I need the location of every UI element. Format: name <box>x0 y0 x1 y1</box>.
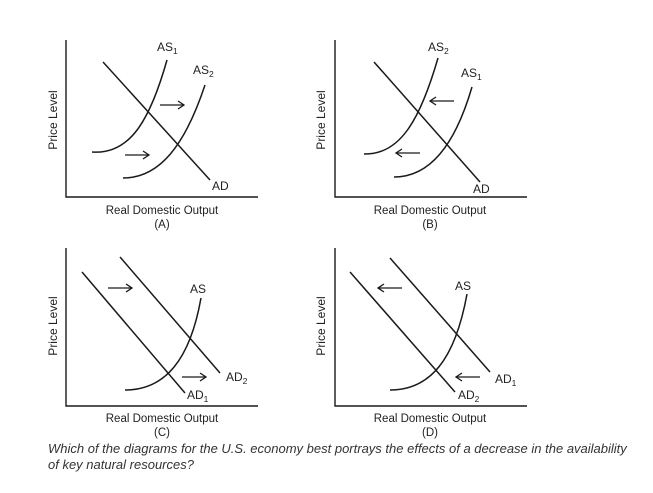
panel-caption: (D) <box>422 427 438 439</box>
right-arrow-icon <box>160 100 186 110</box>
curve-label: AS2 <box>428 40 449 56</box>
as2-curve <box>122 84 206 179</box>
ad-curve <box>102 61 211 181</box>
curve-label: AS1 <box>461 66 482 82</box>
left-arrow-icon <box>394 148 420 158</box>
as1-curve <box>91 59 168 153</box>
y-axis-label: Price Level <box>314 90 328 149</box>
curve-label: AS <box>455 279 471 293</box>
left-arrow-icon <box>428 96 454 106</box>
curve-label: AD2 <box>226 370 248 386</box>
curve-label: AD <box>212 179 229 193</box>
panel-b: Price Level AS2 AS1 AD Real Domestic Out… <box>314 40 527 231</box>
axes <box>334 248 527 407</box>
x-axis-label: Real Domestic Output <box>106 413 219 425</box>
y-axis-label: Price Level <box>46 296 60 355</box>
x-axis-label: Real Domestic Output <box>374 413 487 425</box>
diagram-figure: Price Level AS1 AS2 AD Real Domestic Out… <box>46 40 527 439</box>
curve-label: AD1 <box>495 372 517 388</box>
as2-curve <box>363 57 439 155</box>
curve-label: AS1 <box>157 40 178 56</box>
curve-label: AD2 <box>458 388 480 404</box>
ad-curve <box>373 61 481 183</box>
ad2-curve <box>119 256 221 374</box>
x-axis-label: Real Domestic Output <box>374 205 487 217</box>
ad2-curve <box>349 271 456 393</box>
left-arrow-icon <box>376 283 402 293</box>
curve-label: AS <box>190 282 206 296</box>
y-axis-label: Price Level <box>46 90 60 149</box>
ad1-curve <box>389 257 491 373</box>
panel-c: Price Level AS AD2 AD1 Real Domestic Out… <box>46 248 258 439</box>
panel-caption: (C) <box>154 427 170 439</box>
panel-caption: (B) <box>422 219 438 231</box>
curve-label: AD <box>473 182 490 196</box>
panel-a: Price Level AS1 AS2 AD Real Domestic Out… <box>46 40 258 231</box>
panel-d: Price Level AS AD1 AD2 Real Domestic Out… <box>314 248 527 439</box>
ad1-curve <box>81 271 186 394</box>
axes <box>65 40 258 198</box>
curve-label: AD1 <box>187 388 209 404</box>
right-arrow-icon <box>108 283 134 293</box>
y-axis-label: Price Level <box>314 296 328 355</box>
as-curve <box>124 297 202 391</box>
right-arrow-icon <box>182 372 208 382</box>
question-text: Which of the diagrams for the U.S. econo… <box>48 441 627 472</box>
axes <box>334 40 527 198</box>
curve-label: AS2 <box>193 63 214 79</box>
as-curve <box>389 293 468 391</box>
x-axis-label: Real Domestic Output <box>106 205 219 217</box>
axes <box>65 248 258 407</box>
left-arrow-icon <box>454 372 480 382</box>
right-arrow-icon <box>125 150 151 160</box>
panel-caption: (A) <box>154 219 170 231</box>
as1-curve <box>393 86 473 178</box>
